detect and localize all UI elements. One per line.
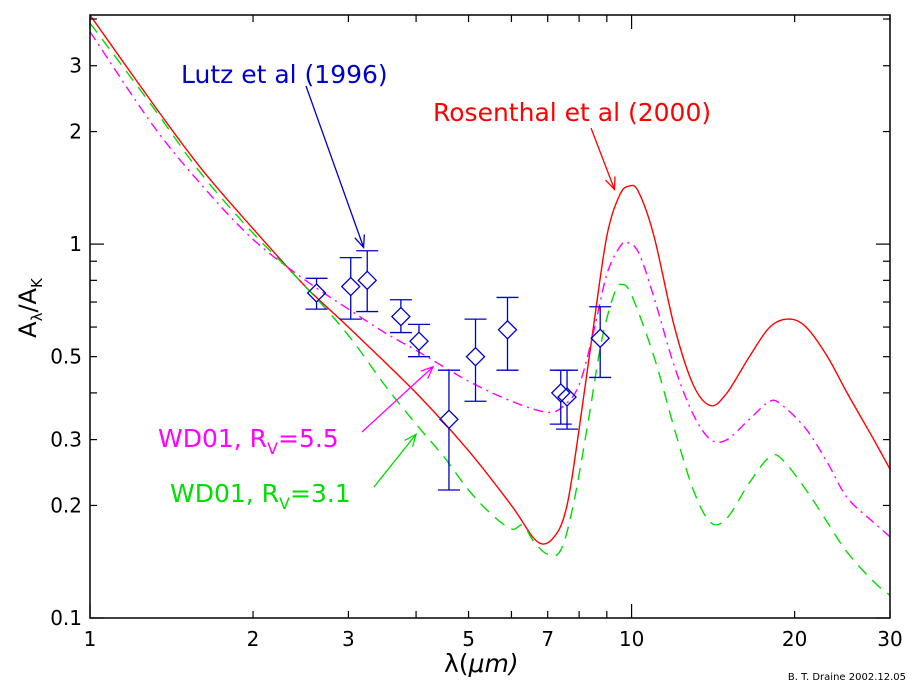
y-axis-label: Aλ/AK <box>14 277 46 338</box>
y-tick-label: 1 <box>69 232 82 256</box>
y-label-den: A <box>14 287 42 304</box>
data-point <box>356 250 379 313</box>
x-tick-label: 5 <box>462 627 475 651</box>
annotation-wd01-55: WD01, RV=5.5 <box>158 424 339 458</box>
wd31-name: WD01, R <box>170 479 279 508</box>
data-point <box>556 369 579 430</box>
data-point <box>339 257 362 320</box>
data-point <box>389 299 412 334</box>
annotation-rosenthal: Rosenthal et al (2000) <box>433 98 711 127</box>
y-tick-label: 0.3 <box>50 428 82 452</box>
x-tick-label: 7 <box>541 627 554 651</box>
y-tick-label: 2 <box>69 120 82 144</box>
data-point <box>407 323 430 358</box>
diamond-marker <box>465 346 486 367</box>
diamond-marker <box>590 328 611 349</box>
arrowhead-wd55 <box>420 365 435 379</box>
arrowhead-rosenthal <box>605 176 616 192</box>
wd01-55-curve <box>90 31 890 538</box>
annotations-layer <box>305 85 616 488</box>
wd31-value: =3.1 <box>290 479 351 508</box>
arrowhead-wd31 <box>404 432 418 447</box>
arrowhead-lutz <box>354 234 365 249</box>
credit: B. T. Draine 2002.12.05 <box>788 672 906 683</box>
data-point <box>305 277 328 310</box>
data-point <box>464 318 487 402</box>
y-tick-label: 3 <box>69 54 82 78</box>
ticks-layer: 1 2 3 5 7 10 20 30 0.1 0.2 0.3 0.5 1 2 3 <box>50 15 903 651</box>
x-axis-label-main: λ( <box>444 649 469 678</box>
wd55-sub: V <box>267 439 278 458</box>
x-axis-label-rest: m) <box>484 649 518 678</box>
plot-frame <box>89 14 891 619</box>
arrow-lutz <box>305 85 365 248</box>
rosenthal-curve <box>90 15 890 545</box>
x-tick-label: 3 <box>342 627 355 651</box>
x-axis-label: λ(μm) <box>444 649 519 678</box>
x-tick-label: 2 <box>247 627 260 651</box>
x-tick-label: 20 <box>782 627 807 651</box>
arrow-wd31 <box>373 433 417 488</box>
diamond-marker <box>340 276 361 297</box>
series-layer <box>90 15 890 596</box>
y-tick-label: 0.2 <box>50 493 82 517</box>
data-point <box>549 369 572 425</box>
diamond-marker <box>409 331 429 352</box>
y-label-slash: / <box>14 304 42 313</box>
y-label-num: A <box>14 321 42 338</box>
wd55-value: =5.5 <box>278 424 339 453</box>
x-axis-label-mu: μ <box>468 649 485 678</box>
diamond-marker <box>497 319 518 340</box>
data-point <box>437 369 460 491</box>
diamond-marker <box>550 382 571 403</box>
diamond-marker <box>557 387 577 407</box>
diamond-marker <box>390 306 411 327</box>
arrow-wd55 <box>361 366 434 433</box>
x-tick-label: 30 <box>877 627 902 651</box>
diamond-marker <box>357 270 378 291</box>
y-tick-label: 0.1 <box>50 606 82 630</box>
data-point <box>496 296 519 371</box>
wd01-31-curve <box>90 22 890 596</box>
wd31-sub: V <box>279 494 290 513</box>
y-label-den-sub: K <box>28 277 46 288</box>
data-point <box>589 306 612 379</box>
x-tick-label: 10 <box>619 627 644 651</box>
x-tick-label: 1 <box>84 627 97 651</box>
y-tick-label: 0.5 <box>50 345 82 369</box>
diamond-marker <box>306 283 327 303</box>
arrow-rosenthal <box>590 127 616 190</box>
y-label-num-sub: λ <box>28 312 46 321</box>
annotation-lutz: Lutz et al (1996) <box>181 60 388 89</box>
wd55-name: WD01, R <box>158 424 267 453</box>
data-points-layer <box>305 250 612 491</box>
annotation-wd01-31: WD01, RV=3.1 <box>170 479 351 513</box>
diamond-marker <box>439 409 459 430</box>
